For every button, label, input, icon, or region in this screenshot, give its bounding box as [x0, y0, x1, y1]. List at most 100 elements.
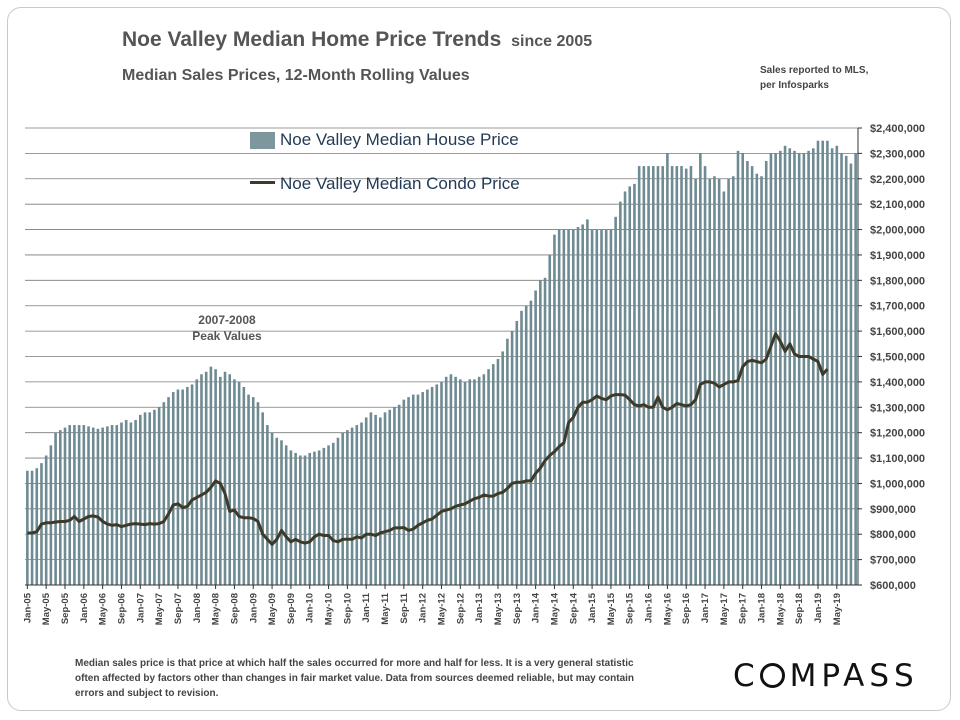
house-bar — [44, 455, 48, 585]
y-tick-label: $2,400,000 — [870, 123, 925, 135]
house-bar — [661, 166, 664, 586]
house-bar — [233, 379, 236, 585]
house-bar — [256, 402, 260, 585]
house-bar — [200, 374, 203, 585]
house-bar — [614, 216, 617, 585]
y-tick-label: $600,000 — [870, 580, 916, 592]
house-bar — [633, 183, 636, 585]
x-tick-label: Sep-14 — [568, 592, 579, 624]
house-bar — [383, 412, 387, 585]
house-bar — [284, 445, 288, 585]
house-bar — [774, 153, 777, 585]
house-bar — [830, 148, 834, 586]
house-bar — [407, 397, 410, 585]
house-bar — [124, 419, 128, 585]
x-tick-label: Sep-11 — [399, 592, 410, 623]
house-bar — [270, 432, 274, 585]
house-bar — [600, 229, 603, 586]
house-bar — [689, 166, 693, 586]
house-bar — [275, 437, 279, 585]
house-bar — [219, 376, 222, 585]
house-bar — [557, 229, 561, 586]
house-bar — [190, 384, 194, 585]
house-bar — [143, 412, 147, 585]
house-bar — [595, 229, 599, 586]
house-bar — [346, 430, 349, 585]
house-bar — [675, 166, 679, 586]
x-tick-label: Sep-12 — [455, 593, 466, 624]
annotation-line: 2007-2008 — [198, 313, 256, 327]
x-tick-label: Jan-06 — [79, 593, 90, 623]
house-bar — [755, 173, 759, 585]
y-tick-label: $900,000 — [870, 504, 916, 516]
house-bar — [308, 452, 312, 585]
house-bar — [510, 331, 514, 585]
house-bar — [567, 229, 570, 586]
house-bar — [374, 414, 377, 585]
x-tick-label: May-18 — [775, 593, 786, 625]
x-tick-label: Jan-15 — [587, 592, 598, 623]
house-bar — [91, 427, 95, 585]
house-bar — [539, 280, 542, 585]
house-bar — [68, 425, 72, 585]
house-bar — [534, 290, 537, 585]
house-bar — [699, 153, 702, 585]
house-bar — [397, 404, 401, 585]
y-axis: $600,000 $700,000 $800,000 $900,000 $1,000,0… — [857, 123, 925, 592]
house-bar — [242, 386, 246, 585]
legend-condo-swatch — [250, 181, 275, 184]
house-bar — [779, 150, 782, 585]
legend-house-swatch — [250, 132, 275, 149]
y-tick-label: $1,600,000 — [870, 326, 925, 338]
x-tick-label: Sep-13 — [512, 593, 523, 624]
x-tick-label: Jan-19 — [813, 593, 824, 623]
house-bar — [411, 394, 415, 585]
house-bar — [449, 374, 453, 585]
y-tick-label: $2,200,000 — [870, 174, 925, 186]
x-tick-label: Jan-12 — [418, 593, 429, 623]
house-bar — [421, 392, 424, 585]
y-tick-label: $1,000,000 — [870, 478, 925, 490]
x-tick-label: May-15 — [606, 592, 617, 625]
house-bar — [77, 425, 81, 585]
house-bar — [115, 425, 119, 585]
house-bar — [473, 379, 476, 585]
x-tick-label: May-09 — [267, 593, 278, 625]
house-bar — [793, 150, 796, 585]
house-bar — [694, 178, 697, 585]
house-bar — [101, 427, 104, 585]
house-bar — [506, 338, 509, 585]
house-bar — [73, 425, 76, 585]
x-tick-label: Jan-08 — [192, 593, 203, 623]
house-bar — [769, 153, 773, 585]
house-bar — [223, 371, 227, 585]
chart-title: Noe Valley Median Home Price Trends sinc… — [122, 28, 593, 51]
house-bar — [35, 468, 39, 585]
x-tick-label: May-12 — [437, 593, 448, 625]
x-tick-label: May-07 — [154, 593, 165, 625]
house-bar — [148, 412, 152, 585]
compass-logo: C MPASS — [733, 658, 919, 694]
x-tick-label: Sep-16 — [681, 593, 692, 624]
x-tick-label: Sep-05 — [60, 592, 71, 624]
house-bar — [209, 366, 213, 585]
house-bar — [110, 425, 114, 585]
house-bar — [393, 407, 396, 585]
house-bar — [364, 417, 368, 585]
x-tick-label: May-13 — [493, 593, 504, 625]
house-bar — [247, 394, 250, 585]
source-note-line: Sales reported to MLS, — [760, 65, 869, 76]
condo-price-line — [27, 332, 829, 546]
footnote: Median sales price is that price at whic… — [75, 658, 635, 699]
house-bar — [840, 153, 843, 585]
x-tick-label: May-16 — [662, 593, 673, 625]
house-bar — [454, 376, 457, 585]
house-bar — [237, 381, 241, 585]
house-bar — [637, 166, 641, 586]
house-bar — [402, 399, 406, 585]
house-bar — [30, 470, 34, 585]
x-tick-label: Jan-16 — [644, 593, 655, 623]
y-tick-label: $2,000,000 — [870, 225, 925, 237]
house-bar — [139, 414, 142, 585]
